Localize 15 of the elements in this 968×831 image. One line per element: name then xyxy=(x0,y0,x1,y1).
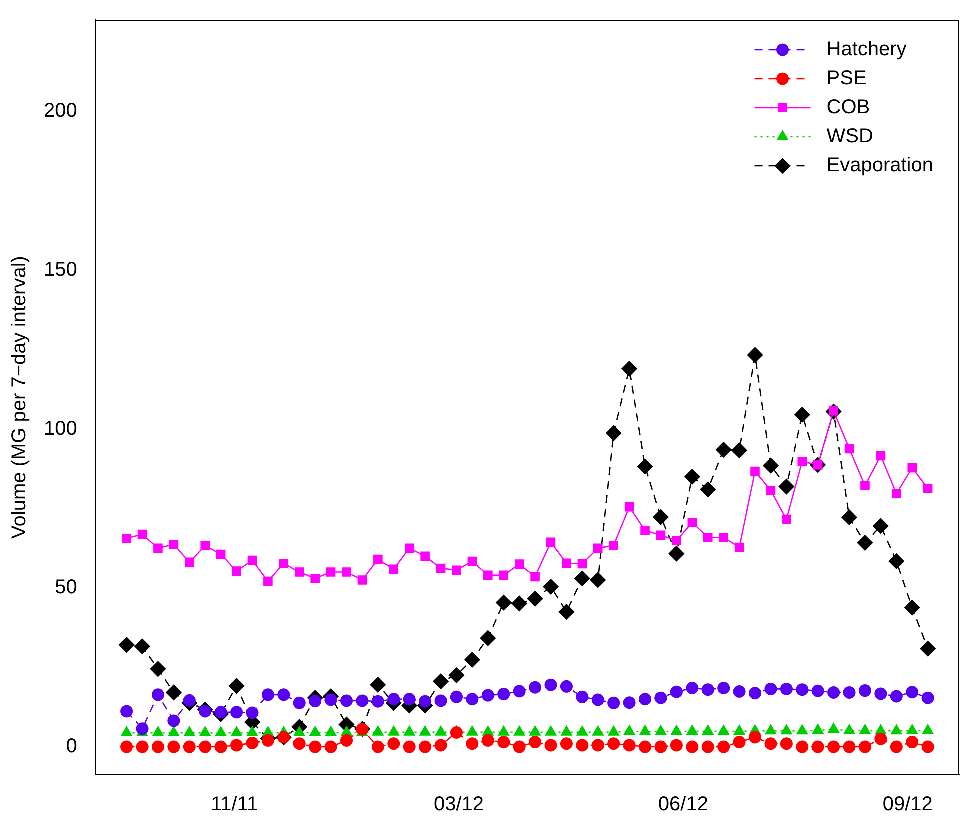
y-tick-label: 150 xyxy=(44,258,78,281)
y-tick-label: 100 xyxy=(44,418,78,440)
legend-label: Evaporation xyxy=(826,154,934,177)
legend-label: COB xyxy=(826,96,870,119)
x-tick-label: 09/12 xyxy=(882,794,933,816)
y-tick-label: 0 xyxy=(66,736,78,758)
x-tick-label: 03/12 xyxy=(434,794,484,816)
legend-label: Hatchery xyxy=(826,38,907,61)
y-axis-title: Volume (MG per 7−day interval) xyxy=(8,256,31,539)
legend-label: WSD xyxy=(826,126,874,148)
legend-label: PSE xyxy=(826,68,867,90)
x-tick-label: 06/12 xyxy=(658,794,708,816)
y-tick-label: 200 xyxy=(44,100,78,122)
y-tick-label: 50 xyxy=(55,576,78,599)
x-tick-label: 11/11 xyxy=(210,794,258,816)
